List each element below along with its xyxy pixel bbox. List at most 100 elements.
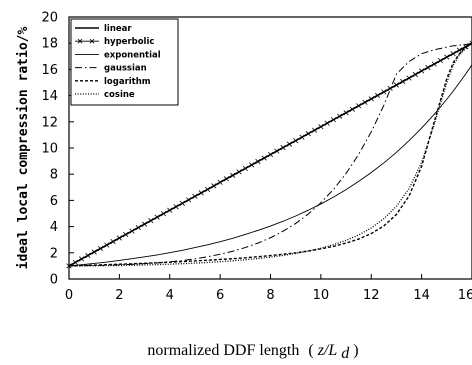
y-tick-label: 20 [41,11,58,26]
y-tick-label: 4 [50,220,58,235]
y-tick-label: 12 [41,115,58,130]
series-marker [293,138,299,144]
series-marker [400,78,406,85]
x-axis-title: normalized DDF length ( z/L d ) [147,342,358,362]
series-marker [324,120,330,126]
series-marker [242,165,248,172]
series-marker [91,249,97,255]
y-tick-label: 16 [41,63,58,78]
series-marker [167,207,173,213]
series-marker [79,256,85,262]
legend-entries: linear hyperbolic exponential gaussian logar… [75,24,161,100]
legend-box [70,18,179,106]
series-marker [223,176,230,182]
y-axis-title: ideal local compression ratio/% [16,27,31,270]
legend-label-linear: linear [104,24,132,34]
series-marker [280,145,286,151]
series-marker [129,228,135,234]
series-marker [249,162,255,168]
series-marker [104,242,110,248]
x-tick-label: 0 [65,288,73,303]
series-marker [274,148,280,154]
series-marker [204,186,211,192]
legend-label-gaussian: gaussian [104,64,147,74]
x-tick-label: 4 [166,288,174,303]
series-marker [311,127,318,133]
x-axis-title-close-paren: ) [353,342,358,359]
series-marker [318,124,324,130]
axis-ticks: 0 2 4 6 8 10 12 14 16 0 2 4 6 8 10 12 14 16 18 20 [41,11,472,303]
series-marker [230,172,236,178]
series-marker [425,64,431,71]
series-marker [286,141,292,147]
series-marker [116,235,122,241]
series-marker [368,96,374,102]
legend: linear hyperbolic exponential gaussian logar… [70,18,179,106]
series-marker [217,179,223,185]
series-marker [450,51,456,57]
legend-label-cosine: cosine [104,90,135,100]
series-marker [330,117,337,123]
y-tick-label: 14 [41,89,58,104]
y-tick-label: 10 [41,142,58,157]
series-marker [186,197,192,203]
series-marker [267,151,274,158]
series-marker [349,106,355,112]
series-marker [419,68,425,74]
x-tick-label: 12 [363,288,380,303]
legend-label-logarithm: logarithm [104,77,151,87]
y-tick-label: 8 [50,168,58,183]
x-axis-title-variable: z/L [317,342,338,359]
series-marker [72,259,78,266]
x-tick-label: 16 [458,288,472,303]
series-hyperbolic-markers [66,40,472,269]
series-marker [141,221,148,227]
x-tick-label: 8 [266,288,274,303]
series-gaussian [68,42,472,267]
x-tick-label: 6 [216,288,224,303]
x-axis-title-subscript: d [341,345,350,362]
series-marker [173,204,179,210]
series-marker [198,190,204,196]
series-marker [154,214,160,220]
series-marker [393,82,400,88]
series-marker [135,225,141,231]
y-tick-label: 0 [50,273,58,288]
series-marker [299,134,305,140]
series-marker [261,155,267,161]
legend-label-hyperbolic: hyperbolic [104,37,154,47]
x-axis-title-text: normalized DDF length [147,342,299,359]
series-marker [356,103,362,109]
series-marker [431,61,437,67]
series-marker [192,193,198,199]
series-marker [211,183,217,189]
series-marker [381,89,387,95]
series-marker [456,47,462,53]
x-tick-label: 2 [115,288,123,303]
series-marker [374,92,381,98]
x-tick-label: 10 [313,288,330,303]
series-marker [85,252,91,259]
series-marker [255,158,261,165]
x-axis-title-open-paren: ( [308,342,313,359]
series-marker [160,211,167,217]
series-marker [412,71,418,78]
series-layer [66,40,472,269]
series-marker [236,169,242,175]
series-marker [337,113,343,119]
legend-label-exponential: exponential [104,50,161,60]
y-tick-label: 2 [50,246,58,261]
legend-marker [77,38,83,44]
series-marker [305,131,311,137]
series-marker [387,85,393,92]
y-tick-label: 18 [41,37,58,52]
series-marker [123,231,129,238]
series-marker [343,110,349,116]
series-exponential [68,64,472,267]
legend-marker [89,38,95,44]
x-tick-label: 14 [413,288,430,303]
series-marker [437,57,444,64]
series-marker [148,218,154,224]
series-marker [444,54,450,60]
